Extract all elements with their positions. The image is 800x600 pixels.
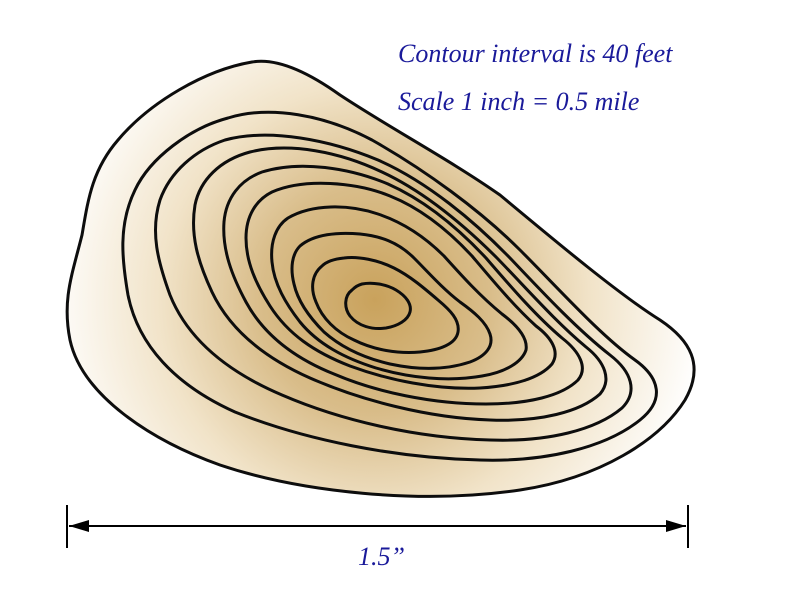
contour-line-8 [290, 231, 493, 370]
hill-shading [67, 61, 695, 497]
scale-note: Scale 1 inch = 0.5 mile [398, 87, 639, 116]
dimension-label: 1.5” [358, 542, 405, 571]
contour-line-5 [222, 164, 584, 406]
contour-line-6 [244, 181, 557, 390]
dimension-line [66, 505, 689, 548]
contour-line-10 [344, 281, 412, 330]
contour-line-3 [153, 133, 633, 442]
contour-line-4 [192, 146, 608, 422]
contour-line-9 [311, 256, 460, 354]
contour-line-1 [65, 59, 696, 498]
contour-interval-note: Contour interval is 40 feet [398, 39, 673, 68]
contour-line-2 [121, 110, 658, 462]
contour-line-7 [270, 205, 528, 381]
contour-lines [65, 59, 696, 498]
